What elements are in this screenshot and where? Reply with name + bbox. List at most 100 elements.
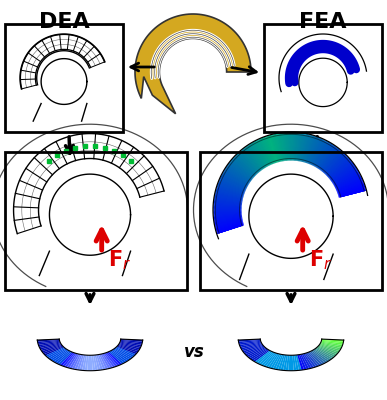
Polygon shape xyxy=(72,354,81,369)
Polygon shape xyxy=(268,354,279,368)
Polygon shape xyxy=(286,355,289,371)
Polygon shape xyxy=(37,339,59,342)
Polygon shape xyxy=(320,342,342,348)
Polygon shape xyxy=(90,355,92,371)
Text: $\mathbf{F}_r$: $\mathbf{F}_r$ xyxy=(309,248,332,272)
Polygon shape xyxy=(311,350,327,363)
Polygon shape xyxy=(312,350,329,362)
Polygon shape xyxy=(310,351,325,364)
Polygon shape xyxy=(79,355,86,370)
Polygon shape xyxy=(120,340,142,343)
Polygon shape xyxy=(118,345,138,353)
Polygon shape xyxy=(44,346,64,356)
Polygon shape xyxy=(74,354,82,370)
Polygon shape xyxy=(45,347,65,357)
Polygon shape xyxy=(103,353,115,368)
Polygon shape xyxy=(96,355,103,370)
Text: $\mathbf{F}_r$: $\mathbf{F}_r$ xyxy=(108,248,131,272)
Polygon shape xyxy=(278,355,285,370)
Polygon shape xyxy=(108,352,122,365)
Bar xyxy=(5,152,187,290)
Polygon shape xyxy=(95,355,101,370)
Polygon shape xyxy=(261,352,275,366)
Polygon shape xyxy=(291,355,294,371)
Polygon shape xyxy=(288,355,291,371)
Polygon shape xyxy=(110,350,126,363)
Polygon shape xyxy=(38,340,60,343)
Polygon shape xyxy=(243,345,264,353)
Polygon shape xyxy=(238,339,260,342)
Polygon shape xyxy=(250,349,268,360)
Text: vs: vs xyxy=(183,343,204,361)
Text: DEA: DEA xyxy=(39,12,89,32)
Polygon shape xyxy=(119,343,140,350)
Polygon shape xyxy=(119,342,141,348)
Polygon shape xyxy=(115,347,135,357)
Polygon shape xyxy=(240,342,262,348)
Polygon shape xyxy=(314,349,332,360)
Text: FEA: FEA xyxy=(299,12,347,32)
Polygon shape xyxy=(315,348,334,358)
Polygon shape xyxy=(320,343,341,350)
Polygon shape xyxy=(300,354,309,369)
Polygon shape xyxy=(135,14,251,114)
Polygon shape xyxy=(48,349,67,360)
Polygon shape xyxy=(120,342,142,346)
Polygon shape xyxy=(263,353,276,367)
Polygon shape xyxy=(114,348,133,358)
Polygon shape xyxy=(241,343,262,350)
Polygon shape xyxy=(77,355,84,370)
Polygon shape xyxy=(299,354,307,370)
Polygon shape xyxy=(69,354,79,369)
Polygon shape xyxy=(38,342,60,346)
Polygon shape xyxy=(41,344,62,351)
Polygon shape xyxy=(245,346,265,356)
Polygon shape xyxy=(253,350,270,362)
Polygon shape xyxy=(308,352,323,365)
Polygon shape xyxy=(106,352,120,366)
Polygon shape xyxy=(238,340,260,343)
Bar xyxy=(264,24,382,132)
Polygon shape xyxy=(113,349,132,360)
Polygon shape xyxy=(116,346,136,356)
Polygon shape xyxy=(62,353,75,367)
Polygon shape xyxy=(259,352,274,365)
Polygon shape xyxy=(93,355,98,370)
Bar xyxy=(200,152,382,290)
Polygon shape xyxy=(306,353,319,367)
Polygon shape xyxy=(65,353,77,368)
Polygon shape xyxy=(297,355,304,370)
Polygon shape xyxy=(47,348,66,358)
Polygon shape xyxy=(40,343,61,350)
Polygon shape xyxy=(318,346,338,354)
Polygon shape xyxy=(305,353,317,368)
Polygon shape xyxy=(121,339,143,342)
Polygon shape xyxy=(313,349,331,361)
Polygon shape xyxy=(275,354,283,370)
Polygon shape xyxy=(38,341,60,345)
Polygon shape xyxy=(112,349,130,361)
Polygon shape xyxy=(321,340,344,343)
Polygon shape xyxy=(321,342,342,346)
Polygon shape xyxy=(92,355,95,371)
Polygon shape xyxy=(273,354,282,369)
Polygon shape xyxy=(117,346,137,354)
Polygon shape xyxy=(52,350,69,362)
Polygon shape xyxy=(50,349,68,361)
Polygon shape xyxy=(248,348,267,358)
Polygon shape xyxy=(39,342,61,348)
Polygon shape xyxy=(54,350,70,363)
Polygon shape xyxy=(102,354,113,368)
Polygon shape xyxy=(319,344,340,351)
Polygon shape xyxy=(257,351,272,364)
Polygon shape xyxy=(251,349,269,361)
Polygon shape xyxy=(111,350,128,362)
Polygon shape xyxy=(319,345,339,353)
Polygon shape xyxy=(322,339,344,342)
Polygon shape xyxy=(271,354,281,369)
Polygon shape xyxy=(241,344,263,351)
Polygon shape xyxy=(120,341,142,345)
Polygon shape xyxy=(98,354,106,370)
Polygon shape xyxy=(99,354,108,369)
Polygon shape xyxy=(43,346,63,354)
